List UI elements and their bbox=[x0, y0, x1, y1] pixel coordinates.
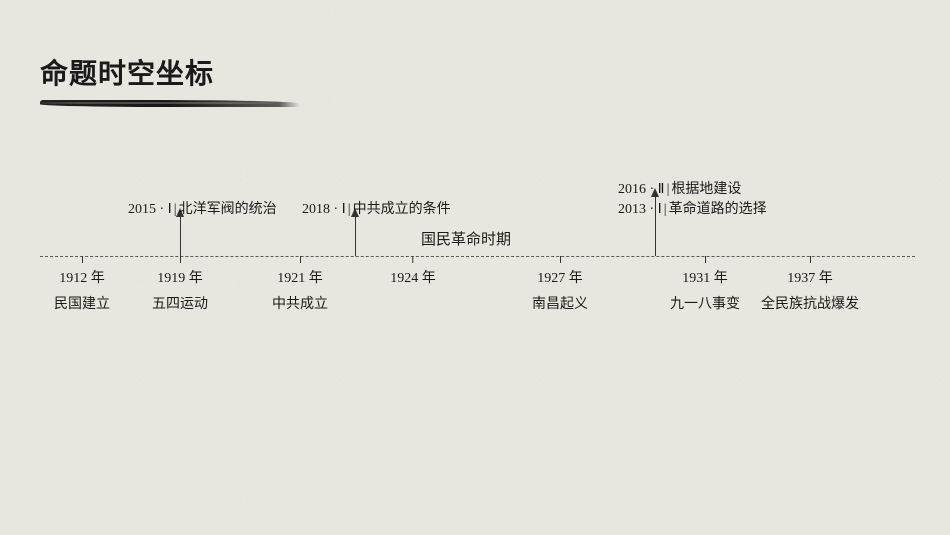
annotation-key: 2016 · Ⅱ bbox=[618, 182, 665, 197]
tick-mark bbox=[560, 256, 561, 263]
annotation-key: 2015 · Ⅰ bbox=[128, 202, 172, 217]
tick-year: 1921 年 bbox=[272, 267, 328, 287]
tick-label: 九一八事变 bbox=[670, 293, 740, 313]
timeline-annotation: 2016 · Ⅱ|根据地建设 bbox=[618, 178, 741, 198]
timeline-tick: 1931 年九一八事变 bbox=[670, 256, 740, 313]
tick-year: 1912 年 bbox=[54, 267, 110, 287]
timeline-annotation: 2018 · Ⅰ|中共成立的条件 bbox=[302, 198, 451, 218]
annotation-key: 2013 · Ⅰ bbox=[618, 202, 662, 217]
tick-year: 1931 年 bbox=[670, 267, 740, 287]
annotation-desc: 中共成立的条件 bbox=[353, 202, 451, 217]
tick-year: 1937 年 bbox=[761, 267, 859, 287]
tick-label: 民国建立 bbox=[54, 293, 110, 313]
timeline-tick: 1921 年中共成立 bbox=[272, 256, 328, 313]
annotation-desc: 北洋军阀的统治 bbox=[179, 202, 277, 217]
timeline-tick: 1937 年全民族抗战爆发 bbox=[761, 256, 859, 313]
tick-mark bbox=[810, 256, 811, 263]
page-title: 命题时空坐标 bbox=[40, 52, 300, 92]
annotation-separator: | bbox=[174, 202, 177, 217]
tick-mark bbox=[82, 256, 83, 263]
tick-mark bbox=[300, 256, 301, 263]
timeline-annotation: 2015 · Ⅰ|北洋军阀的统治 bbox=[128, 198, 277, 218]
tick-mark bbox=[413, 256, 414, 263]
timeline-tick: 1924 年 bbox=[390, 256, 436, 287]
tick-label: 南昌起义 bbox=[532, 293, 588, 313]
arrow-line bbox=[180, 217, 181, 256]
tick-label: 全民族抗战爆发 bbox=[761, 293, 859, 313]
tick-label: 五四运动 bbox=[152, 293, 208, 313]
annotation-desc: 革命道路的选择 bbox=[669, 202, 767, 217]
tick-year: 1924 年 bbox=[390, 267, 436, 287]
annotation-key: 2018 · Ⅰ bbox=[302, 202, 346, 217]
tick-mark bbox=[705, 256, 706, 263]
timeline-tick: 1927 年南昌起义 bbox=[532, 256, 588, 313]
timeline-annotation: 2013 · Ⅰ|革命道路的选择 bbox=[618, 198, 767, 218]
timeline-tick: 1919 年五四运动 bbox=[152, 256, 208, 313]
tick-year: 1919 年 bbox=[152, 267, 208, 287]
arrow-line bbox=[355, 217, 356, 256]
annotation-desc: 根据地建设 bbox=[671, 182, 741, 197]
annotation-separator: | bbox=[664, 202, 667, 217]
annotation-separator: | bbox=[348, 202, 351, 217]
tick-label: 中共成立 bbox=[272, 293, 328, 313]
title-underline-brush bbox=[40, 100, 300, 107]
annotation-separator: | bbox=[667, 182, 670, 197]
tick-mark bbox=[180, 256, 181, 263]
timeline-tick: 1912 年民国建立 bbox=[54, 256, 110, 313]
title-block: 命题时空坐标 bbox=[40, 52, 300, 107]
tick-year: 1927 年 bbox=[532, 267, 588, 287]
timeline-period-label: 国民革命时期 bbox=[421, 228, 511, 249]
